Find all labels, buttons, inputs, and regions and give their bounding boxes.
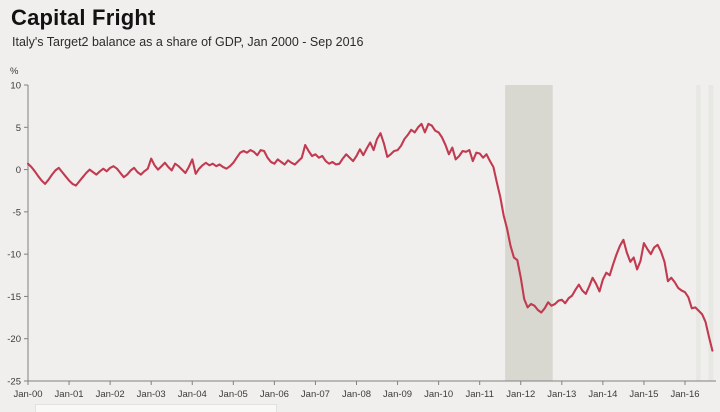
x-tick-label: Jan-05 xyxy=(219,389,248,400)
x-tick-label: Jan-08 xyxy=(342,389,371,400)
y-tick-label: -25 xyxy=(7,377,21,388)
x-tick-label: Jan-04 xyxy=(178,389,207,400)
event-band-2 xyxy=(708,85,714,381)
chart-subtitle: Italy's Target2 balance as a share of GD… xyxy=(12,35,364,49)
x-tick-label: Jan-13 xyxy=(547,389,576,400)
y-tick-label: -5 xyxy=(13,207,21,218)
page-title: Capital Fright xyxy=(11,5,156,30)
y-tick-label: 5 xyxy=(16,123,21,134)
x-tick-label: Jan-10 xyxy=(424,389,453,400)
target2-balance-line xyxy=(26,122,714,352)
x-tick-label: Jan-03 xyxy=(137,389,166,400)
x-tick-label: Jan-11 xyxy=(466,389,494,400)
x-tick-label: Jan-00 xyxy=(13,389,42,400)
x-tick-label: Jan-12 xyxy=(506,389,535,400)
bottom-partial-element xyxy=(35,404,277,412)
recession-shaded-band xyxy=(505,85,553,381)
x-tick-label: Jan-14 xyxy=(588,389,617,400)
x-tick-label: Jan-07 xyxy=(301,389,330,400)
y-axis-unit-label: % xyxy=(10,66,19,77)
y-tick-label: 0 xyxy=(16,165,21,176)
y-tick-label: 10 xyxy=(10,81,21,92)
x-tick-label: Jan-01 xyxy=(55,389,84,400)
event-band-1 xyxy=(696,85,701,381)
y-tick-label: -10 xyxy=(7,250,21,261)
x-tick-label: Jan-15 xyxy=(629,389,658,400)
y-tick-label: -15 xyxy=(7,292,21,303)
x-tick-label: Jan-02 xyxy=(96,389,125,400)
x-tick-label: Jan-06 xyxy=(260,389,289,400)
x-tick-label: Jan-09 xyxy=(383,389,412,400)
y-tick-label: -20 xyxy=(7,334,21,345)
x-tick-label: Jan-16 xyxy=(670,389,699,400)
